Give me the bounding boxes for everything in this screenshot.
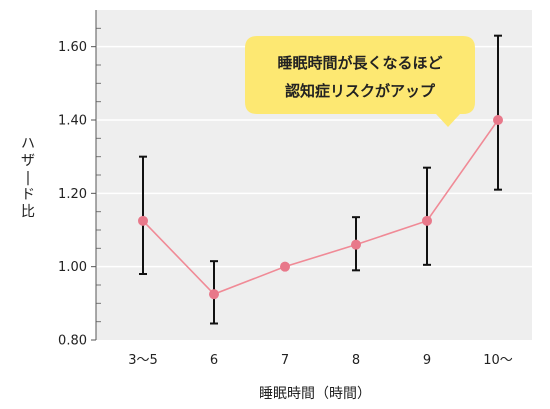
x-tick-label: 9: [423, 353, 431, 368]
data-point: [138, 215, 148, 226]
annotation-line-1: 睡眠時間が長くなるほど: [277, 54, 442, 72]
x-tick-label: 6: [210, 353, 218, 368]
y-tick-labels: 0.80 1.00 1.20 1.40 1.60: [58, 40, 96, 349]
data-point: [280, 261, 290, 272]
x-tick-label: 10〜: [483, 353, 513, 368]
minor-ticks: [96, 27, 101, 323]
x-tick-labels: 3〜5 6 7 8 9 10〜: [128, 353, 513, 368]
x-tick-label: 8: [352, 353, 360, 368]
annotation-line-2: 認知症リスクがアップ: [285, 82, 436, 100]
y-tick-label: 1.00: [58, 260, 87, 275]
series-line: [142, 119, 499, 296]
callout-bubble: [245, 36, 475, 127]
y-axis-title-char: 比: [21, 204, 35, 220]
data-point: [209, 289, 219, 300]
y-axis-title-char: ハ: [21, 136, 35, 152]
y-axis-title-char: ザ: [21, 153, 35, 169]
data-points: [138, 115, 503, 300]
y-axis-title: ハザ|ド比: [21, 136, 35, 220]
y-axis-title-char: |: [26, 170, 31, 186]
y-axis-title-char: ド: [21, 187, 35, 203]
y-tick-label: 0.80: [58, 334, 87, 349]
x-tick-label: 7: [281, 353, 289, 368]
y-tick-label: 1.40: [58, 114, 87, 129]
x-tick-label: 3〜5: [128, 353, 158, 368]
y-tick-label: 1.60: [58, 40, 87, 55]
error-bar: [139, 155, 147, 275]
error-bar: [494, 34, 502, 191]
y-tick-label: 1.20: [58, 187, 87, 202]
annotation-callout: 睡眠時間が長くなるほど 認知症リスクがアップ: [245, 36, 475, 127]
data-point: [493, 115, 503, 125]
data-point: [422, 215, 432, 226]
x-axis-title: 睡眠時間（時間）: [259, 386, 371, 402]
data-point: [351, 239, 361, 250]
